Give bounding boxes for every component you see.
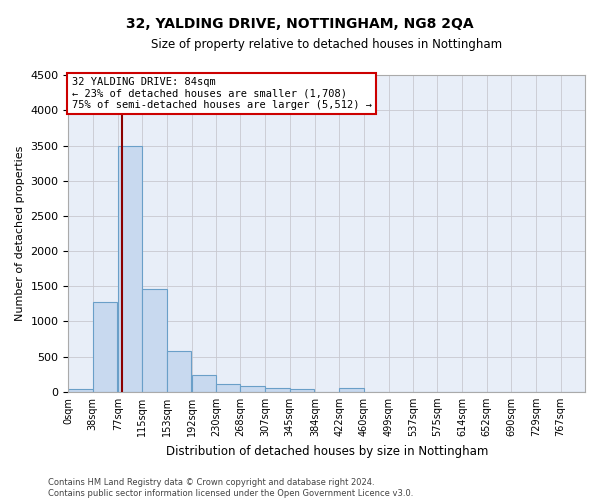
Bar	[216, 384, 241, 392]
Bar	[167, 351, 191, 392]
Bar	[241, 386, 265, 392]
Text: Contains HM Land Registry data © Crown copyright and database right 2024.
Contai: Contains HM Land Registry data © Crown c…	[48, 478, 413, 498]
Bar	[265, 388, 290, 392]
Bar	[339, 388, 364, 392]
Text: 32, YALDING DRIVE, NOTTINGHAM, NG8 2QA: 32, YALDING DRIVE, NOTTINGHAM, NG8 2QA	[126, 18, 474, 32]
Y-axis label: Number of detached properties: Number of detached properties	[15, 146, 25, 321]
Bar	[191, 375, 216, 392]
Bar	[290, 388, 314, 392]
X-axis label: Distribution of detached houses by size in Nottingham: Distribution of detached houses by size …	[166, 444, 488, 458]
Bar	[93, 302, 117, 392]
Bar	[68, 389, 93, 392]
Bar	[118, 146, 142, 392]
Text: 32 YALDING DRIVE: 84sqm
← 23% of detached houses are smaller (1,708)
75% of semi: 32 YALDING DRIVE: 84sqm ← 23% of detache…	[71, 76, 371, 110]
Title: Size of property relative to detached houses in Nottingham: Size of property relative to detached ho…	[151, 38, 502, 51]
Bar	[142, 289, 167, 392]
